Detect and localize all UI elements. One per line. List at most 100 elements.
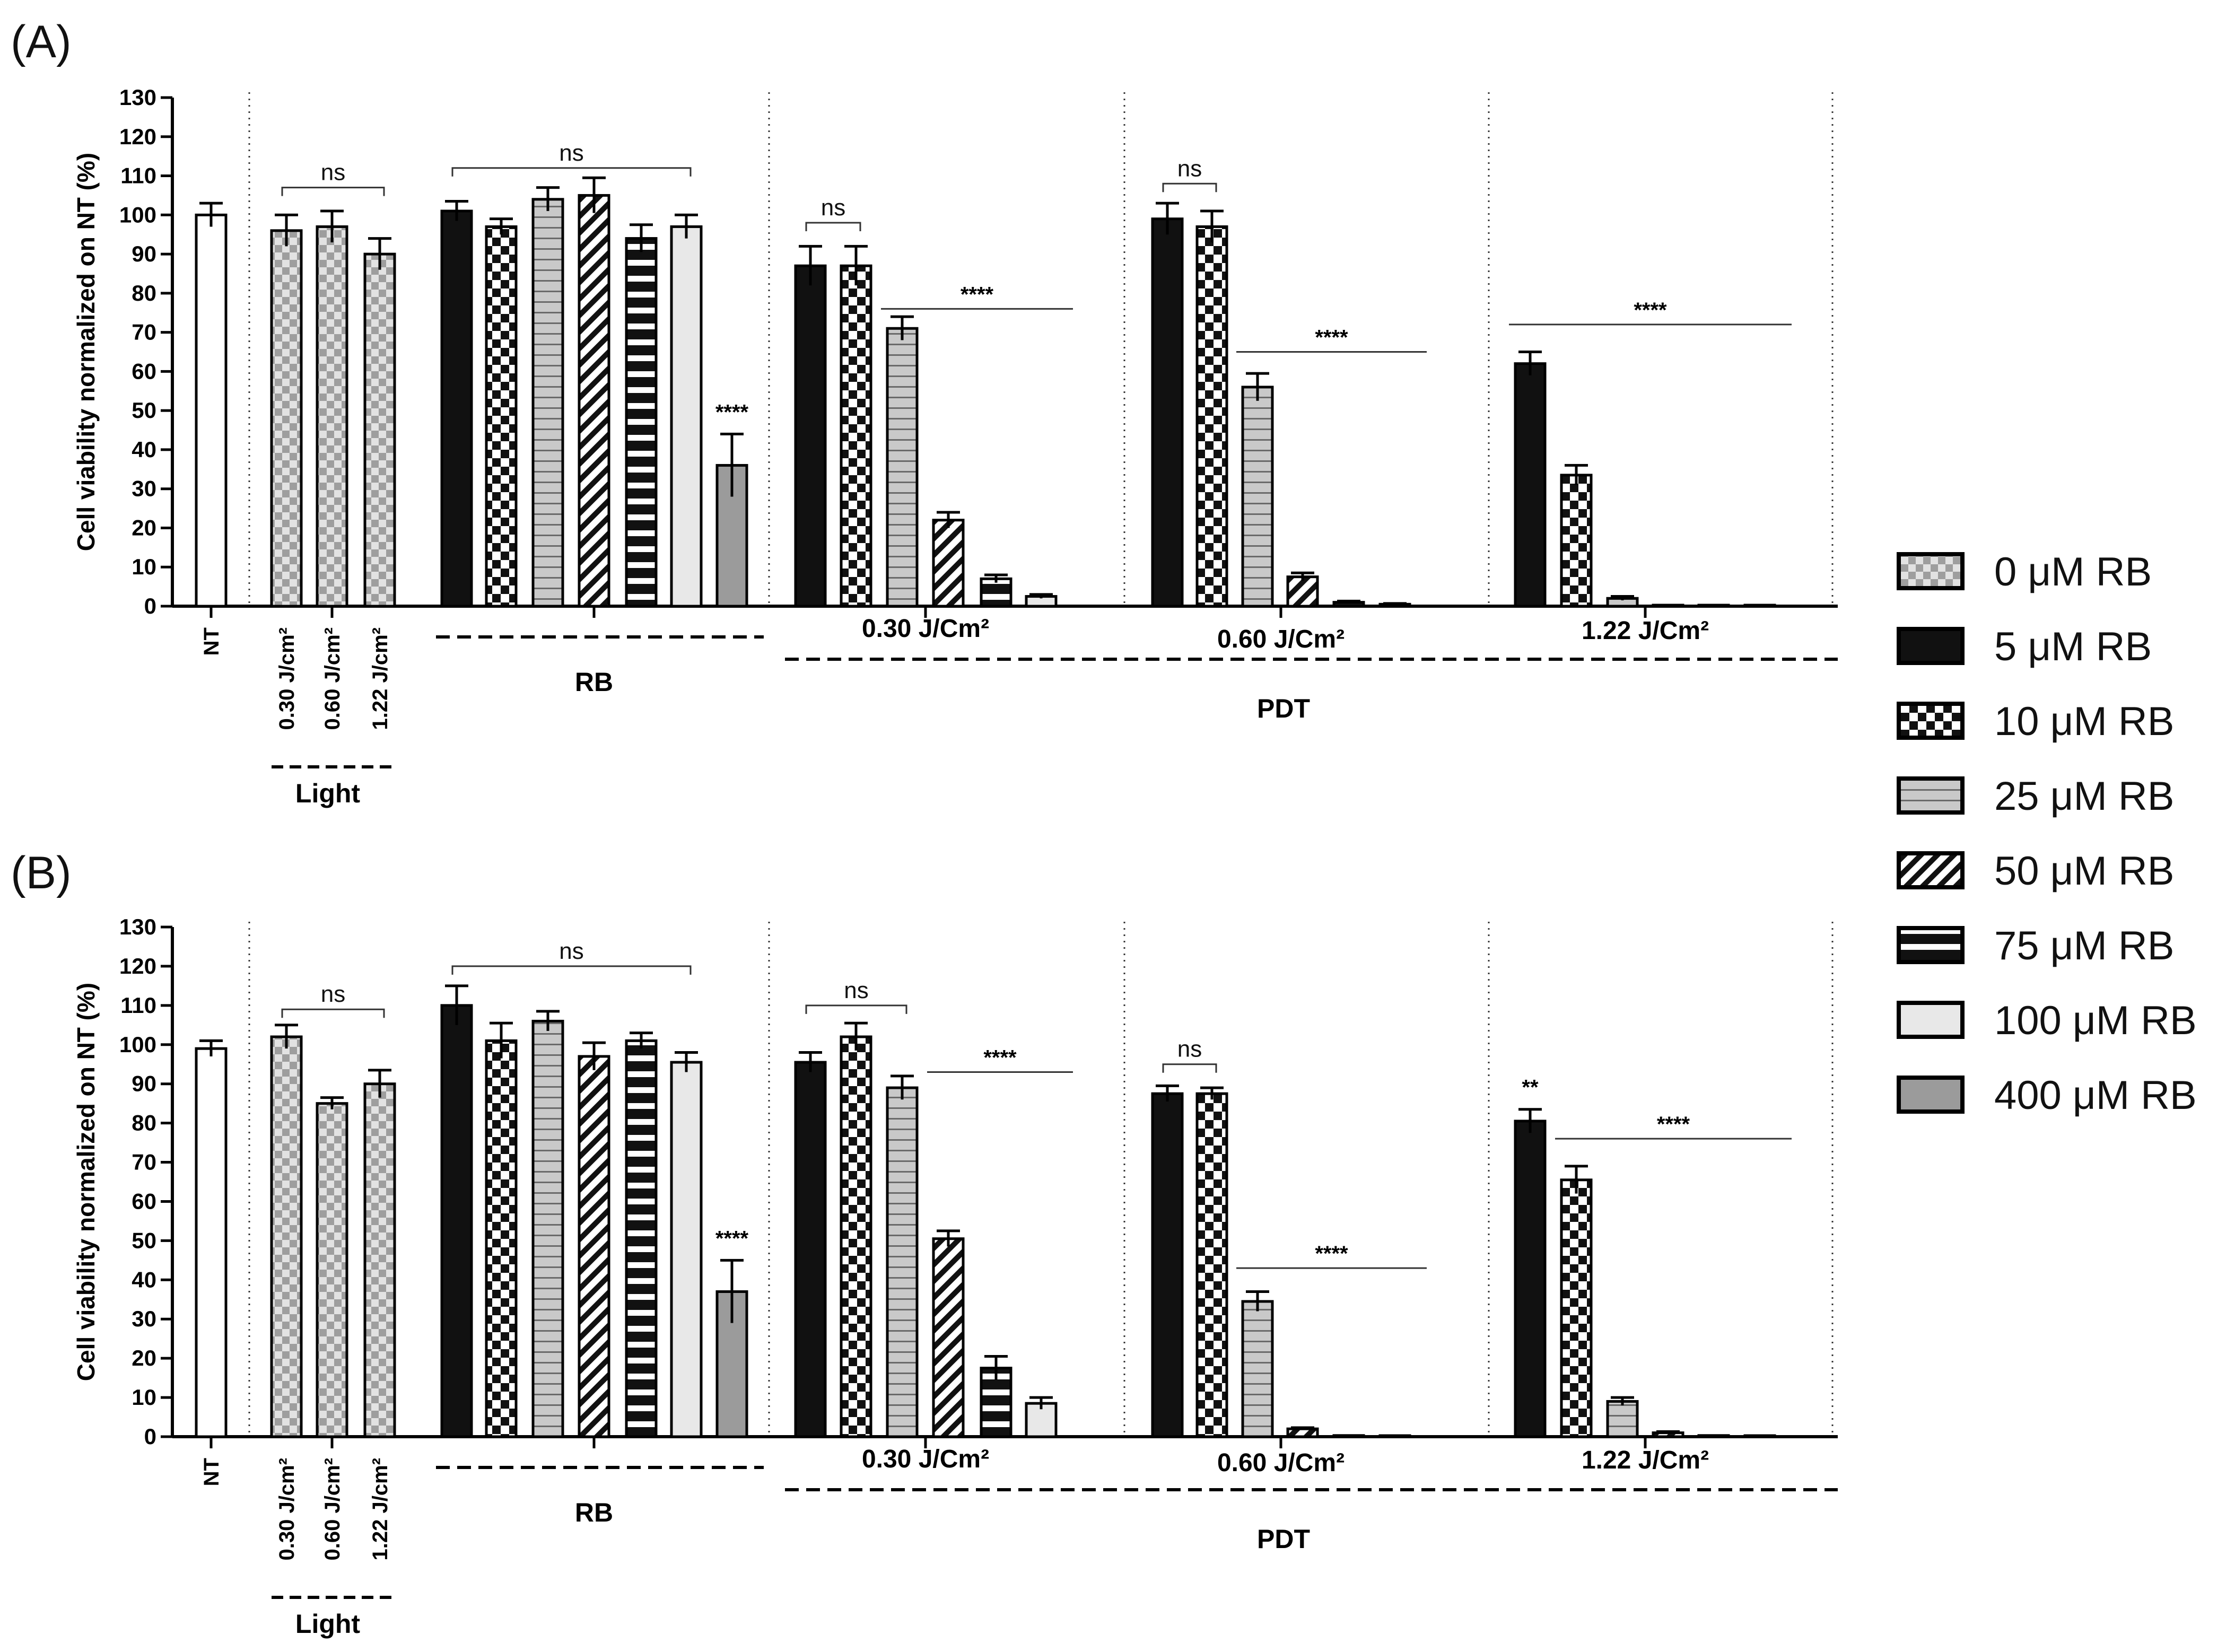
legend-label: 400 μM RB <box>1994 1073 2197 1118</box>
bar-1-22-j-cm--75 <box>1697 1434 1730 1438</box>
y-tick-label: 50 <box>132 398 156 423</box>
bar-nt-none <box>195 213 228 608</box>
bar-0-60-j-cm--75 <box>1332 1434 1365 1438</box>
legend-item: 10 μM RB <box>1897 699 2174 744</box>
bar-0-60-j-cm--10 <box>1195 1092 1228 1438</box>
y-tick-label: 110 <box>120 993 156 1018</box>
y-tick-label: 10 <box>132 1385 156 1410</box>
y-axis-title: Cell viability normalized on NT (%) <box>72 983 100 1381</box>
bar-0-30-j-cm--25 <box>886 1086 919 1438</box>
legend-label: 50 μM RB <box>1994 849 2174 894</box>
light-group-label: Light <box>295 779 361 808</box>
bar-1-22-j-cm--5 <box>1514 1120 1547 1438</box>
legend-item: 100 μM RB <box>1897 998 2197 1043</box>
y-tick-label: 80 <box>132 281 156 305</box>
bar-0-30-j-cm--50 <box>932 519 965 608</box>
bar-light-0 <box>316 225 348 608</box>
bar-rb-50 <box>578 194 610 608</box>
bar-1-22-j-cm--100 <box>1743 604 1776 608</box>
ns-bracket <box>805 222 861 232</box>
y-tick-label: 10 <box>132 554 156 579</box>
y-tick-label: 60 <box>132 359 156 383</box>
legend-label: 75 μM RB <box>1994 923 2174 968</box>
legend-swatch <box>1897 926 1965 964</box>
pdt-dose-label: 0.30 J/Cm² <box>862 1445 989 1473</box>
y-tick-label: 130 <box>119 914 156 939</box>
y-tick-label: 120 <box>119 124 156 149</box>
significance-stars: **** <box>1315 326 1348 349</box>
y-tick-label: 30 <box>132 1306 156 1331</box>
bar-1-22-j-cm--75 <box>1697 604 1730 608</box>
bar-rb-75 <box>625 1039 658 1438</box>
bar-0-60-j-cm--5 <box>1151 1092 1184 1438</box>
bar-0-60-j-cm--25 <box>1241 386 1274 608</box>
nt-label: NT <box>200 627 223 655</box>
rb-group-label: RB <box>575 667 613 697</box>
bar-significance-stars: ** <box>1522 1076 1539 1099</box>
panel-label: (A) <box>11 16 72 67</box>
legend-item: 400 μM RB <box>1897 1073 2197 1118</box>
pdt-dose-label: 0.60 J/Cm² <box>1217 1449 1345 1477</box>
significance-stars: **** <box>1315 1242 1348 1265</box>
y-tick-label: 110 <box>120 163 156 188</box>
ns-label: ns <box>559 140 583 166</box>
bar-rb-100 <box>670 225 703 608</box>
bar-light-0 <box>316 1102 348 1438</box>
bar-rb-75 <box>625 237 658 608</box>
legend-item: 25 μM RB <box>1897 774 2174 819</box>
bar-1-22-j-cm--5 <box>1514 362 1547 608</box>
pdt-dose-label: 1.22 J/Cm² <box>1582 617 1709 645</box>
bar-rb-5 <box>440 209 473 608</box>
y-tick-label: 120 <box>119 954 156 978</box>
ns-label: ns <box>559 938 583 964</box>
ns-bracket <box>451 965 692 975</box>
y-tick-label: 20 <box>132 515 156 540</box>
bar-0-60-j-cm--10 <box>1195 225 1228 608</box>
legend-swatch <box>1897 1076 1965 1114</box>
ns-bracket <box>1162 1063 1217 1073</box>
y-axis-title: Cell viability normalized on NT (%) <box>72 153 100 551</box>
bar-0-30-j-cm--10 <box>840 264 872 608</box>
y-tick-label: 70 <box>132 1150 156 1175</box>
y-tick-label: 60 <box>132 1188 156 1213</box>
legend: 0 μM RB 5 μM RB 10 μM RB 25 μM RB 50 μM RB 75… <box>1897 549 2197 1118</box>
y-tick-label: 50 <box>132 1228 156 1253</box>
y-tick-label: 0 <box>144 1424 156 1449</box>
light-condition-label: 1.22 J/cm² <box>369 627 392 730</box>
pdt-dose-label: 0.30 J/Cm² <box>862 615 989 643</box>
y-tick-label: 0 <box>144 593 156 618</box>
y-tick-label: 40 <box>132 437 156 462</box>
bar-0-30-j-cm--5 <box>794 264 827 608</box>
significance-stars: **** <box>983 1046 1017 1070</box>
significance-stars: **** <box>1657 1113 1690 1136</box>
bar-1-22-j-cm--10 <box>1560 1178 1593 1438</box>
legend-item: 0 μM RB <box>1897 549 2152 595</box>
ns-bracket <box>451 167 692 177</box>
bar-light-0 <box>270 229 303 608</box>
light-condition-label: 1.22 J/cm² <box>369 1458 392 1560</box>
panel-label: (B) <box>11 847 72 898</box>
nt-label: NT <box>200 1458 223 1486</box>
ns-label: ns <box>1177 155 1202 181</box>
light-condition-label: 0.60 J/cm² <box>321 1458 344 1560</box>
bar-rb-100 <box>670 1061 703 1438</box>
chart-panel-b: (B) 0 10 20 30 40 50 60 70 80 90 100 110 120 130 Cell v… <box>11 847 1838 1639</box>
bar-significance-stars: **** <box>715 1227 749 1250</box>
chart-panel-a: (A) 0 10 20 30 40 50 60 70 80 90 100 110 120 130 Cell v… <box>11 16 1838 808</box>
legend-label: 25 μM RB <box>1994 774 2174 819</box>
y-tick-label: 70 <box>132 320 156 345</box>
pdt-dose-label: 1.22 J/Cm² <box>1582 1446 1709 1474</box>
ns-label: ns <box>844 977 868 1003</box>
bar-light-0 <box>363 1082 396 1438</box>
bar-1-22-j-cm--10 <box>1560 474 1593 608</box>
y-tick-label: 100 <box>119 1032 156 1057</box>
bar-rb-5 <box>440 1004 473 1438</box>
bar-light-0 <box>363 252 396 608</box>
ns-bracket <box>281 1008 385 1018</box>
bar-0-60-j-cm--5 <box>1151 217 1184 608</box>
light-group-label: Light <box>295 1609 361 1639</box>
ns-bracket <box>805 1004 907 1014</box>
light-condition-label: 0.30 J/cm² <box>275 627 299 730</box>
y-tick-label: 90 <box>132 241 156 266</box>
